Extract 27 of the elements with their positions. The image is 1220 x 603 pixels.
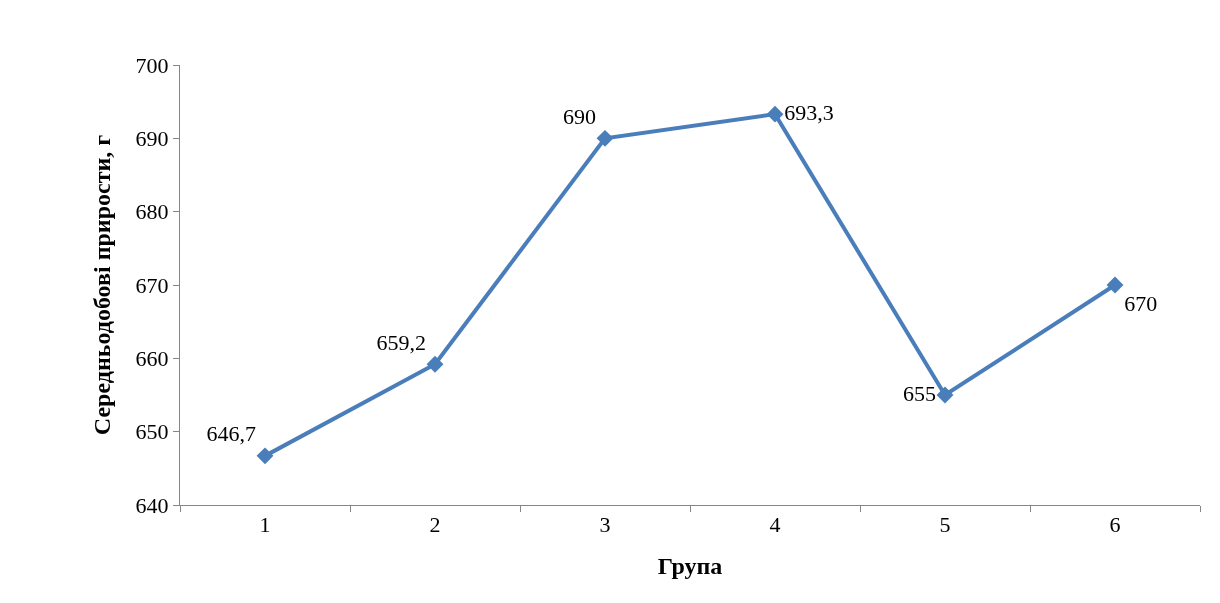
point — [256, 447, 274, 465]
x-tick-label: 1 — [259, 512, 271, 538]
y-tick-label: 690 — [135, 126, 169, 152]
y-tick-label: 650 — [135, 419, 169, 445]
data-label: 659,2 — [376, 329, 426, 355]
point — [426, 355, 444, 373]
y-axis-title: Середньодобові прирости, г — [88, 134, 115, 436]
y-tick-label: 700 — [135, 52, 169, 78]
data-label: 655 — [902, 380, 936, 406]
data-label: 646,7 — [206, 421, 256, 447]
y-tick-label: 660 — [135, 346, 169, 372]
x-tick-label: 2 — [429, 512, 441, 538]
y-tick-label: 670 — [135, 272, 169, 298]
data-label: 690 — [562, 103, 596, 129]
x-axis-title: Група — [657, 552, 723, 579]
x-tick-label: 5 — [939, 512, 951, 538]
point — [1106, 276, 1124, 294]
x-tick-label: 6 — [1109, 512, 1121, 538]
y-tick-label: 680 — [135, 199, 169, 225]
x-tick-label: 3 — [599, 512, 611, 538]
point — [766, 105, 784, 123]
point — [936, 386, 954, 404]
x-tick-label: 4 — [769, 512, 781, 538]
data-label: 693,3 — [784, 99, 834, 125]
y-tick-label: 640 — [135, 492, 169, 518]
point — [596, 129, 614, 147]
data-label: 670 — [1124, 290, 1158, 316]
